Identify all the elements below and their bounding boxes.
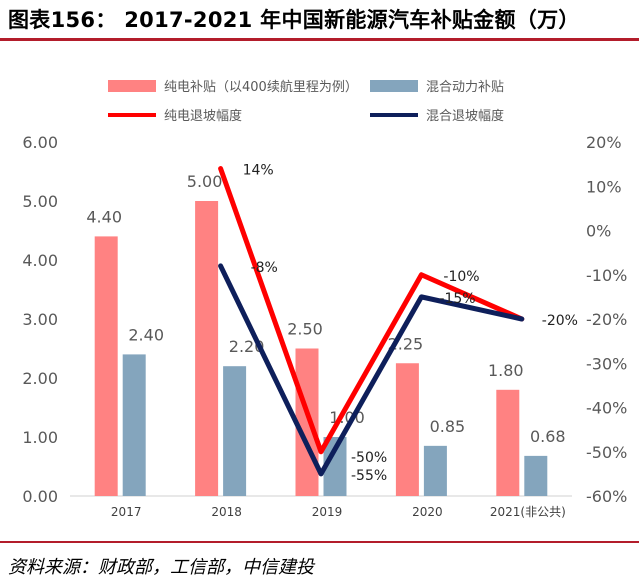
bar-data-label: 0.85 xyxy=(430,417,466,436)
line-data-label: -55% xyxy=(351,468,387,484)
bar xyxy=(223,366,247,496)
y-right-tick-label: -30% xyxy=(586,354,627,373)
bar-data-label: 5.00 xyxy=(187,172,223,191)
bar xyxy=(496,389,520,496)
y-right-tick-label: 20% xyxy=(586,133,622,152)
legend-label: 纯电退坡幅度 xyxy=(164,108,242,124)
y-right-tick-label: -10% xyxy=(586,266,627,285)
legend-swatch xyxy=(108,80,156,92)
x-tick-label: 2021(非公共) xyxy=(490,505,566,519)
chart-title: 图表156： 2017-2021 年中国新能源汽车补贴金额（万） xyxy=(8,8,580,32)
y-left-tick-label: 1.00 xyxy=(22,428,58,447)
bar xyxy=(423,445,447,496)
line-data-label: -15% xyxy=(439,291,475,307)
y-right-tick-label: -40% xyxy=(586,399,627,418)
x-tick-label: 2020 xyxy=(412,505,443,519)
bar xyxy=(94,236,118,496)
y-left-tick-label: 5.00 xyxy=(22,192,58,211)
y-left-tick-label: 3.00 xyxy=(22,310,58,329)
y-left-tick-label: 4.00 xyxy=(22,251,58,270)
y-right-tick-label: -20% xyxy=(586,310,627,329)
bar xyxy=(295,348,319,496)
x-tick-label: 2017 xyxy=(111,505,142,519)
series-line xyxy=(218,263,525,477)
legend-swatch xyxy=(370,80,418,92)
line-data-label: -10% xyxy=(443,269,479,285)
y-right-tick-label: -50% xyxy=(586,443,627,462)
bar-data-label: 2.40 xyxy=(128,325,164,344)
line-data-label: -50% xyxy=(351,450,387,466)
y-left-tick-label: 2.00 xyxy=(22,369,58,388)
legend-label: 混合退坡幅度 xyxy=(426,108,504,124)
legend-label: 混合动力补贴 xyxy=(426,80,504,95)
legend-label: 纯电补贴（以400续航里程为例） xyxy=(164,79,358,95)
bar xyxy=(122,354,146,496)
bar-data-label: 1.80 xyxy=(488,361,524,380)
bar xyxy=(323,437,347,496)
bar-data-label: 4.40 xyxy=(86,207,122,226)
y-right-tick-label: 0% xyxy=(586,222,611,241)
series-line xyxy=(218,166,525,455)
y-left-tick-label: 0.00 xyxy=(22,487,58,506)
x-tick-label: 2018 xyxy=(211,505,242,519)
footer-divider xyxy=(0,541,639,543)
bar xyxy=(395,363,419,496)
bar xyxy=(524,455,548,496)
bar xyxy=(195,201,219,496)
y-right-tick-label: 10% xyxy=(586,177,622,196)
bar-data-label: 2.50 xyxy=(287,320,323,339)
line-data-label: -20% xyxy=(542,313,578,329)
line-data-label: -8% xyxy=(251,260,278,276)
y-right-tick-label: -60% xyxy=(586,487,627,506)
y-left-tick-label: 6.00 xyxy=(22,133,58,152)
line-data-label: 14% xyxy=(243,163,274,179)
title-divider xyxy=(0,38,639,41)
bar-data-label: 0.68 xyxy=(530,427,566,446)
x-tick-label: 2019 xyxy=(312,505,343,519)
source-note: 资料来源：财政部，工信部，中信建投 xyxy=(8,557,314,578)
